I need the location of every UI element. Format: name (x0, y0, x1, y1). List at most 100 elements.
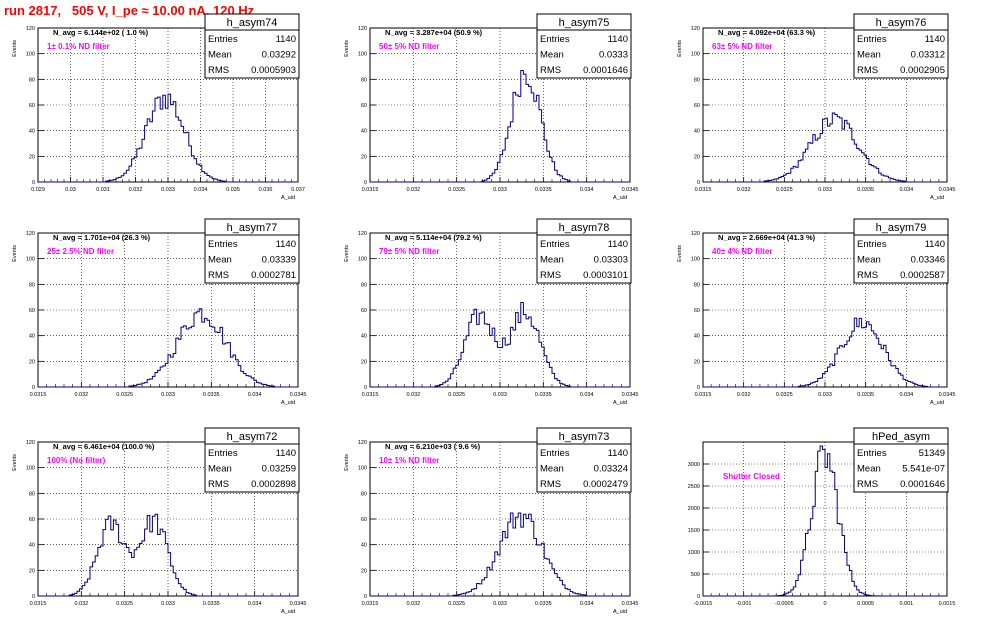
histogram-outline (703, 317, 947, 388)
stats-key: Entries (540, 239, 570, 250)
stats-title: h_asym77 (227, 222, 278, 234)
histogram-outline (370, 302, 630, 388)
x-tick-label: 0.0315 (30, 601, 47, 607)
stats-title: h_asym75 (559, 17, 610, 29)
y-tick-label: 0 (364, 594, 367, 600)
stats-value: 0.0002781 (251, 270, 296, 281)
stats-title: h_asym78 (559, 222, 610, 234)
x-tick-label: 0.032 (406, 392, 420, 398)
x-tick-label: 0.0325 (448, 601, 465, 607)
y-axis-label: Events (677, 40, 683, 57)
x-tick-label: 0.001 (899, 601, 913, 607)
stats-value: 0.03292 (262, 50, 296, 61)
navg-label: N_avg = 1.701e+04 (26.3 %) (53, 233, 151, 242)
stats-box (536, 13, 632, 79)
stats-key: Entries (857, 239, 887, 250)
y-tick-label: 60 (29, 103, 35, 109)
navg-label: N_avg = 4.092e+04 (63.3 %) (718, 28, 816, 37)
stats-box (204, 218, 300, 284)
x-axis-label: A_uid (613, 195, 627, 201)
stats-key: Mean (540, 255, 564, 266)
x-tick-label: 0.032 (74, 392, 88, 398)
y-tick-label: 40 (29, 334, 35, 340)
histogram-panel-hPed_asym: -0.0015 -0.001 -0.0005 0 0.0005 0.001 0.0015 0 5… (688, 427, 955, 607)
stats-key: Entries (540, 34, 570, 45)
x-tick-label: 0.035 (226, 187, 240, 193)
x-tick-label: 0.0345 (290, 601, 307, 607)
y-tick-label: 0 (697, 180, 700, 186)
x-tick-label: 0.0325 (776, 392, 793, 398)
y-tick-label: 120 (358, 440, 367, 446)
y-tick-label: 80 (29, 282, 35, 288)
filter-label: 100% (No filter) (47, 456, 106, 465)
x-tick-label: 0.0335 (535, 601, 552, 607)
filter-label: 40± 4% ND filter (712, 247, 772, 256)
x-tick-label: 0 (823, 601, 826, 607)
y-tick-label: 60 (361, 103, 367, 109)
x-tick-label: 0.0315 (695, 187, 712, 193)
x-axis-label: A_uid (281, 195, 295, 201)
y-tick-label: 1500 (688, 528, 700, 534)
y-tick-label: 120 (691, 231, 700, 237)
y-tick-label: 120 (691, 26, 700, 32)
y-tick-label: 80 (694, 77, 700, 83)
y-tick-label: 20 (29, 359, 35, 365)
stats-title: hPed_asym (872, 431, 930, 443)
x-tick-label: 0.029 (31, 187, 45, 193)
filter-label: 25± 2.5% ND filter (47, 247, 114, 256)
y-tick-label: 0 (697, 385, 700, 391)
stats-value: 0.03324 (594, 464, 628, 475)
y-tick-label: 100 (358, 466, 367, 472)
x-tick-label: 0.0345 (939, 392, 956, 398)
histogram-outline (370, 512, 630, 597)
histogram-panel-h_asym78: 0.0315 0.032 0.0325 0.033 0.0335 0.034 0.0345 0… (344, 218, 638, 406)
stats-key: Mean (540, 50, 564, 61)
y-tick-label: 3000 (688, 462, 700, 468)
navg-label: N_avg = 6.210e+03 ( 9.6 %) (385, 442, 481, 451)
stats-value: 0.0005903 (251, 65, 296, 76)
x-tick-label: 0.033 (818, 392, 832, 398)
y-axis-label: Events (677, 245, 683, 262)
y-tick-label: 60 (361, 517, 367, 523)
x-tick-label: 0.033 (161, 187, 175, 193)
x-tick-label: 0.0345 (290, 392, 307, 398)
x-tick-label: 0.033 (161, 601, 175, 607)
stats-key: Mean (857, 464, 881, 475)
x-tick-label: 0.032 (737, 187, 751, 193)
x-tick-label: 0.0345 (622, 187, 639, 193)
x-tick-label: 0.034 (899, 392, 913, 398)
stats-key: RMS (208, 479, 229, 490)
x-axis-label: A_uid (930, 400, 944, 406)
navg-label: N_avg = 6.461e+04 (100.0 %) (53, 442, 155, 451)
stats-value: 1140 (608, 239, 628, 250)
x-tick-label: 0.0325 (448, 187, 465, 193)
x-tick-label: 0.0335 (535, 392, 552, 398)
navg-label: N_avg = 3.287e+04 (50.9 %) (385, 28, 483, 37)
y-tick-label: 100 (691, 52, 700, 58)
x-axis-label: A_uid (930, 195, 944, 201)
x-tick-label: 0.032 (406, 601, 420, 607)
stats-value: 0.0003101 (583, 270, 628, 281)
y-tick-label: 80 (361, 282, 367, 288)
stats-value: 0.03312 (911, 50, 945, 61)
y-tick-label: 2000 (688, 506, 700, 512)
y-tick-label: 100 (26, 52, 35, 58)
stats-value: 1140 (925, 34, 945, 45)
x-tick-label: 0.032 (406, 187, 420, 193)
stats-key: Mean (857, 50, 881, 61)
y-tick-label: 100 (358, 52, 367, 58)
y-axis-label: Events (12, 454, 18, 471)
stats-value: 1140 (925, 239, 945, 250)
x-tick-label: 0.0315 (362, 187, 379, 193)
x-tick-label: 0.0335 (203, 392, 220, 398)
stats-key: Entries (208, 448, 238, 459)
x-tick-label: 0.0325 (116, 392, 133, 398)
stats-value: 1140 (276, 448, 296, 459)
x-tick-label: 0.032 (737, 392, 751, 398)
y-tick-label: 0 (32, 385, 35, 391)
stats-value: 5.541e-07 (902, 464, 945, 475)
histogram-outline (703, 112, 947, 183)
y-tick-label: 120 (26, 231, 35, 237)
stats-value: 1140 (608, 448, 628, 459)
x-axis-label: A_uid (281, 609, 295, 615)
